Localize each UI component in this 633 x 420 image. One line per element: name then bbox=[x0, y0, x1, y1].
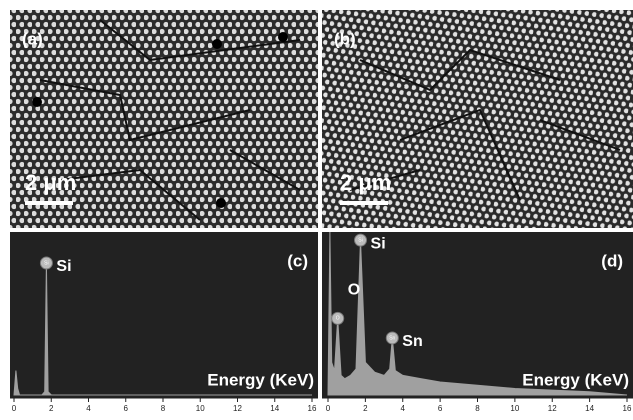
peak-marker-text: Si bbox=[358, 237, 362, 243]
peak-marker-text: O bbox=[336, 316, 340, 322]
panel-label: (a) bbox=[22, 29, 43, 48]
x-tick-label: 12 bbox=[233, 404, 242, 413]
scale-bar-label: 2 μm bbox=[340, 170, 391, 195]
x-tick-label: 10 bbox=[510, 404, 519, 413]
x-tick-label: 16 bbox=[623, 404, 632, 413]
peak-label: Si bbox=[371, 235, 386, 252]
x-tick-label: 4 bbox=[401, 404, 406, 413]
x-tick-label: 6 bbox=[124, 404, 129, 413]
x-tick-label: 4 bbox=[86, 404, 91, 413]
x-tick-label: 0 bbox=[12, 404, 17, 413]
panel-label: (d) bbox=[601, 251, 623, 270]
scale-bar bbox=[25, 201, 73, 205]
peak-marker-text: Sn bbox=[389, 335, 395, 341]
x-tick-label: 8 bbox=[475, 404, 480, 413]
x-tick-label: 0 bbox=[326, 404, 331, 413]
x-tick-label: 2 bbox=[363, 404, 368, 413]
panel-label: (c) bbox=[287, 251, 308, 270]
peak-marker-text: Si bbox=[44, 260, 48, 266]
sem-image-b bbox=[322, 10, 633, 228]
peak-label: Sn bbox=[402, 333, 422, 350]
x-tick-label: 12 bbox=[548, 404, 557, 413]
panel-label: (b) bbox=[334, 29, 356, 48]
peak-label: Si bbox=[56, 258, 71, 275]
x-tick-label: 8 bbox=[161, 404, 166, 413]
x-tick-label: 16 bbox=[308, 404, 317, 413]
sem-image-a bbox=[10, 10, 318, 228]
peak-label: O bbox=[348, 282, 360, 299]
x-tick-label: 10 bbox=[196, 404, 205, 413]
x-tick-label: 6 bbox=[438, 404, 443, 413]
x-tick-label: 2 bbox=[49, 404, 54, 413]
x-axis-label: Energy (KeV) bbox=[522, 370, 629, 389]
x-axis-label: Energy (KeV) bbox=[207, 370, 314, 389]
scale-bar-label: 2 μm bbox=[25, 170, 76, 195]
scale-bar bbox=[340, 201, 388, 205]
x-tick-label: 14 bbox=[585, 404, 594, 413]
x-tick-label: 14 bbox=[270, 404, 279, 413]
figure: (a) (b) 2 μm 2 μm 0 2 4 6 8 10 12 14 16 Si Si (c) En… bbox=[0, 0, 633, 415]
